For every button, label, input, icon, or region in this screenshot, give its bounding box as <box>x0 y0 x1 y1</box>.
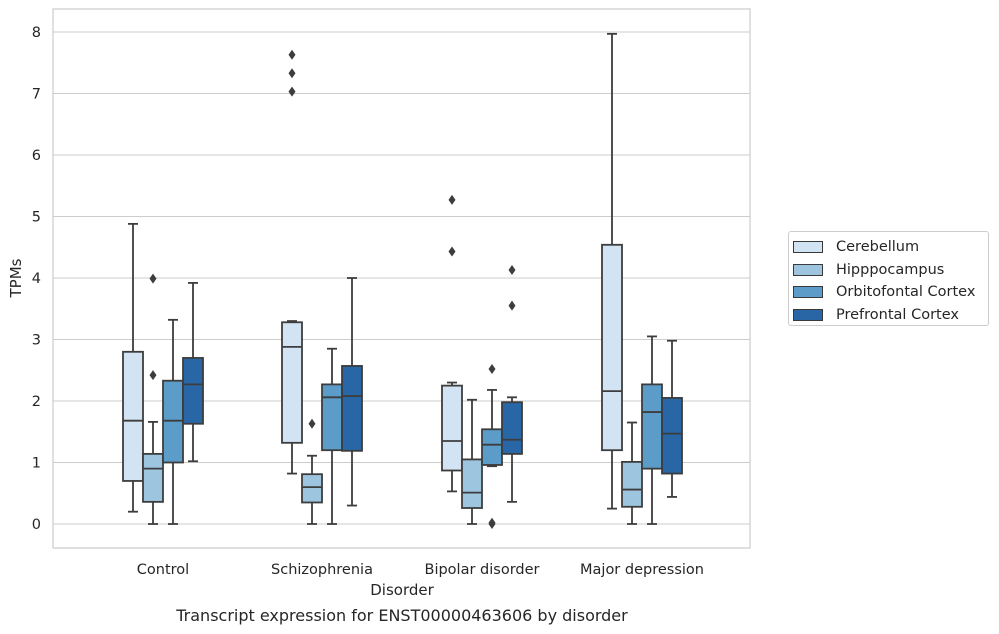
box-iqr <box>182 357 204 425</box>
box-iqr <box>301 473 323 504</box>
x-tick-label: Major depression <box>580 562 704 578</box>
outlier-point <box>508 265 516 276</box>
x-tick-label: Bipolar disorder <box>425 562 540 578</box>
y-tick-label: 7 <box>32 87 41 103</box>
box-iqr <box>501 401 523 455</box>
y-tick-label: 5 <box>32 210 41 226</box>
outlier-point <box>288 68 296 79</box>
legend-swatch <box>793 241 823 254</box>
legend-label: Orbitofontal Cortex <box>836 284 976 301</box>
legend-item: Orbitofontal Cortex <box>793 281 988 304</box>
legend-item: Hipppocampus <box>793 259 988 282</box>
x-tick-label: Control <box>137 562 189 578</box>
legend-label: Hipppocampus <box>836 261 945 278</box>
box-hipppocampus <box>621 421 643 525</box>
legend-swatch <box>793 263 823 276</box>
y-tick-label: 2 <box>32 394 41 410</box>
box-iqr <box>641 383 663 470</box>
box-hipppocampus <box>301 418 323 525</box>
outlier-point <box>308 418 316 429</box>
box-iqr <box>461 458 483 509</box>
box-iqr <box>621 460 643 508</box>
boxes <box>122 32 683 529</box>
x-tick-label: Schizophrenia <box>271 562 373 578</box>
box-prefrontal-cortex <box>501 265 523 503</box>
box-iqr <box>441 384 463 472</box>
outlier-point <box>288 86 296 97</box>
box-iqr <box>162 379 184 464</box>
box-hipppocampus <box>461 398 483 525</box>
box-orbitofontal-cortex <box>321 347 343 525</box>
y-tick-label: 4 <box>32 271 41 287</box>
outlier-point <box>149 273 157 284</box>
box-prefrontal-cortex <box>661 339 683 498</box>
box-cerebellum <box>601 32 623 510</box>
legend-item: Cerebellum <box>793 236 988 259</box>
box-cerebellum <box>122 222 144 513</box>
y-tick-label: 6 <box>32 148 41 164</box>
box-orbitofontal-cortex <box>162 318 184 525</box>
box-iqr <box>142 452 164 503</box>
box-iqr <box>661 397 683 475</box>
y-tick-label: 1 <box>32 456 41 472</box>
legend: Cerebellum Hipppocampus Orbitofontal Corte… <box>788 231 989 326</box>
box-orbitofontal-cortex <box>481 364 503 529</box>
box-prefrontal-cortex <box>341 277 363 507</box>
box-cerebellum <box>441 194 463 493</box>
plot-frame <box>52 8 751 549</box>
y-tick-label: 8 <box>32 25 41 41</box>
box-prefrontal-cortex <box>182 282 204 463</box>
outlier-point <box>448 194 456 205</box>
legend-swatch <box>793 286 823 299</box>
legend-label: Cerebellum <box>836 239 920 256</box>
legend-label: Prefrontal Cortex <box>836 307 959 324</box>
outlier-point <box>488 517 496 528</box>
box-iqr <box>601 243 623 452</box>
y-axis-label: TPMs <box>7 258 25 298</box>
box-cerebellum <box>281 49 303 475</box>
outlier-point <box>448 246 456 257</box>
box-iqr <box>481 428 503 466</box>
y-tick-label: 0 <box>32 517 41 533</box>
outlier-point <box>508 300 516 311</box>
outlier-point <box>149 370 157 381</box>
box-iqr <box>122 350 144 482</box>
legend-item: Prefrontal Cortex <box>793 304 988 327</box>
chart-caption: Transcript expression for ENST0000046360… <box>176 606 628 625</box>
outlier-point <box>288 49 296 60</box>
box-iqr <box>281 321 303 444</box>
legend-swatch <box>793 309 823 322</box>
y-tick-labels: 0 1 2 3 4 5 6 7 8 <box>32 25 41 533</box>
outlier-point <box>488 364 496 375</box>
y-tick-label: 3 <box>32 333 41 349</box>
box-orbitofontal-cortex <box>641 335 663 525</box>
box-hipppocampus <box>142 273 164 525</box>
box-iqr <box>341 365 363 452</box>
box-iqr <box>321 383 343 452</box>
x-tick-labels: Control Schizophrenia Bipolar disorder Majo… <box>137 562 704 578</box>
x-axis-label: Disorder <box>370 581 434 599</box>
